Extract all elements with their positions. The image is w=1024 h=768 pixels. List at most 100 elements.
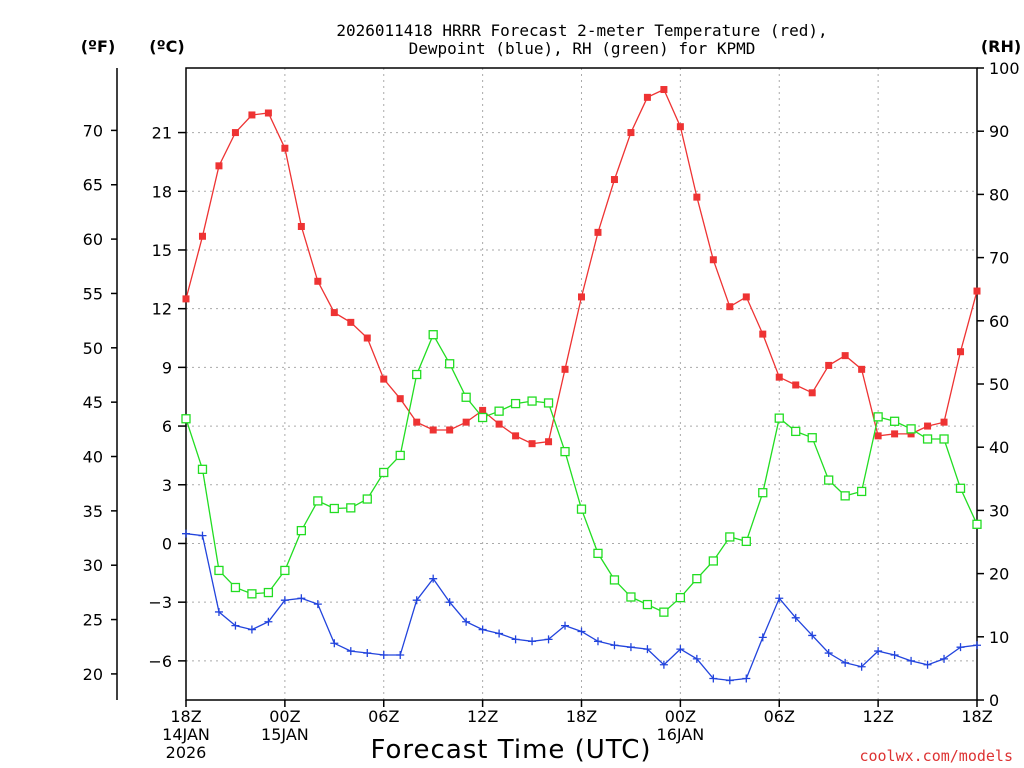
rh-point bbox=[247, 589, 257, 599]
x-tick-label: 06Z bbox=[368, 707, 399, 726]
rh-point bbox=[609, 575, 620, 585]
rh-tick-label: 60 bbox=[989, 312, 1009, 331]
temperature-point bbox=[957, 348, 965, 356]
dewpoint-point bbox=[775, 594, 784, 603]
temperature-point bbox=[775, 373, 783, 381]
temperature-point bbox=[314, 277, 322, 285]
rh-point bbox=[280, 565, 290, 576]
celsius-unit-label: (ºC) bbox=[149, 37, 184, 56]
rh-point bbox=[379, 467, 389, 478]
rh-point bbox=[214, 565, 224, 576]
rh-point bbox=[972, 519, 982, 529]
fahrenheit-tick-label: 50 bbox=[83, 339, 103, 358]
dewpoint-point bbox=[330, 639, 339, 648]
dewpoint-point bbox=[247, 625, 256, 634]
x-tick-label: 12Z bbox=[467, 707, 498, 726]
temperature-point bbox=[578, 293, 585, 301]
temperature-point bbox=[907, 430, 915, 438]
grid-lines bbox=[186, 68, 977, 700]
celsius-tick-label: 21 bbox=[152, 124, 172, 143]
temperature-point bbox=[248, 111, 256, 119]
dewpoint-point bbox=[593, 637, 602, 646]
temperature-point bbox=[528, 440, 536, 448]
dewpoint-point bbox=[511, 635, 520, 644]
rh-point bbox=[873, 412, 883, 422]
dewpoint-point bbox=[791, 613, 800, 622]
temperature-point bbox=[198, 232, 206, 240]
dewpoint-point bbox=[758, 633, 767, 642]
rh-tick-label: 30 bbox=[989, 501, 1009, 520]
temperature-point bbox=[363, 334, 371, 342]
temperature-point bbox=[264, 109, 272, 117]
plot-frame bbox=[185, 67, 978, 701]
rh-point bbox=[346, 503, 356, 513]
fahrenheit-tick-label: 45 bbox=[83, 393, 103, 412]
rh-point bbox=[626, 592, 636, 602]
x-tick-label: 14JAN bbox=[162, 725, 210, 744]
rh-point bbox=[428, 330, 438, 340]
temperature-point bbox=[660, 86, 668, 94]
rh-point bbox=[708, 556, 718, 566]
dewpoint-point bbox=[577, 627, 586, 636]
chart-title-line1: 2026011418 HRRR Forecast 2-meter Tempera… bbox=[336, 21, 827, 40]
rh-point bbox=[510, 398, 521, 409]
rh-point bbox=[576, 504, 587, 514]
temperature-point bbox=[512, 432, 520, 440]
dewpoint-point bbox=[561, 621, 570, 630]
dewpoint-point bbox=[857, 662, 866, 671]
dewpoint-point bbox=[280, 596, 289, 605]
dewpoint-point bbox=[396, 650, 405, 659]
rh-point bbox=[774, 413, 784, 423]
rh-point bbox=[395, 450, 405, 461]
rh-unit-label: (RH) bbox=[981, 37, 1021, 56]
fahrenheit-unit-label: (ºF) bbox=[81, 37, 116, 56]
celsius-tick-label: 15 bbox=[152, 241, 172, 260]
rh-point bbox=[560, 446, 570, 457]
dewpoint-point bbox=[214, 607, 223, 616]
fahrenheit-tick-label: 25 bbox=[83, 611, 103, 630]
temperature-point bbox=[594, 228, 602, 236]
rh-point bbox=[461, 392, 471, 402]
rh-point bbox=[692, 574, 702, 584]
dewpoint-point bbox=[478, 625, 487, 634]
rh-tick-label: 50 bbox=[989, 375, 1009, 394]
chart-title-line2: Dewpoint (blue), RH (green) for KPMD bbox=[409, 39, 756, 58]
dewpoint-point bbox=[643, 645, 652, 654]
rh-tick-label: 100 bbox=[989, 59, 1020, 78]
rh-point bbox=[230, 582, 241, 593]
rh-point bbox=[659, 607, 669, 617]
rh-line bbox=[185, 333, 978, 613]
celsius-tick-label: 3 bbox=[162, 476, 172, 495]
temperature-point bbox=[858, 365, 866, 373]
temperature-point bbox=[495, 420, 503, 428]
tick-labels: −6−3036912151821202530354045505560657001… bbox=[83, 59, 1020, 762]
rh-tick-label: 90 bbox=[989, 122, 1009, 141]
temperature-point bbox=[940, 418, 948, 426]
rh-point bbox=[824, 475, 834, 485]
celsius-tick-label: 0 bbox=[162, 534, 172, 553]
temperature-point bbox=[676, 123, 684, 131]
temperature-point bbox=[808, 389, 816, 397]
rh-tick-label: 10 bbox=[989, 628, 1009, 647]
rh-point bbox=[807, 433, 817, 443]
x-tick-label: 18Z bbox=[566, 707, 597, 726]
temperature-point bbox=[561, 365, 569, 373]
dewpoint-point bbox=[973, 641, 981, 650]
temperature-point bbox=[841, 352, 849, 360]
dewpoint-point bbox=[940, 654, 949, 663]
dewpoint-point bbox=[462, 617, 471, 626]
dewpoint-point bbox=[907, 656, 916, 665]
fahrenheit-tick-label: 55 bbox=[83, 284, 103, 303]
rh-point bbox=[758, 488, 768, 498]
temperature-point bbox=[182, 295, 190, 303]
rh-point bbox=[856, 486, 867, 497]
rh-point bbox=[741, 536, 751, 547]
temperature-point bbox=[446, 426, 454, 434]
rh-point bbox=[527, 396, 537, 406]
axes bbox=[111, 67, 984, 707]
rh-tick-label: 40 bbox=[989, 438, 1009, 457]
temperature-point bbox=[874, 432, 882, 440]
x-tick-label: 00Z bbox=[269, 707, 300, 726]
temperature-point bbox=[297, 222, 305, 230]
x-tick-label: 18Z bbox=[961, 707, 992, 726]
